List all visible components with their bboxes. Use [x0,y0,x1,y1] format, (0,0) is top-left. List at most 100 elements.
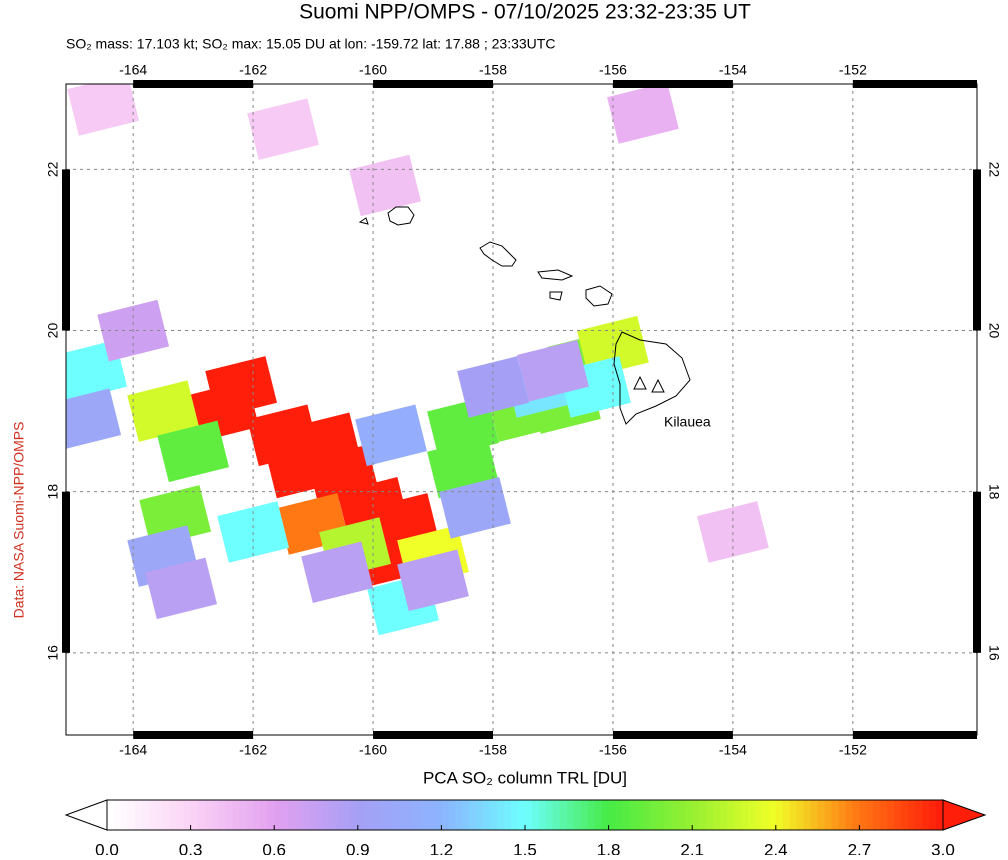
so2-pixel [145,557,218,620]
colorbar-cell [211,800,220,830]
colorbar-cell [441,800,449,830]
colorbar-cell [385,800,394,830]
colorbar-cell [246,800,254,830]
colorbar-cell [406,800,415,830]
so2-pixel [157,420,230,483]
x-tick-label: -152 [839,62,867,78]
colorbar-cell [838,800,847,830]
y-tick-label: 18 [986,484,1002,500]
so2-pixel [205,356,278,418]
colorbar-cell [218,800,227,830]
frame-bar [852,731,977,739]
colorbar-cell [371,800,380,830]
colorbar-cell [852,800,860,830]
colorbar-cell [329,800,338,830]
so2-pixel [607,84,679,144]
colorbar-cell [169,800,178,830]
colorbar-cell [880,800,888,830]
colorbar-cell [761,800,770,830]
colorbar-cell [713,800,721,830]
map-frame [65,83,978,736]
frame-bar [973,169,981,331]
colorbar-cell [643,800,651,830]
colorbar-cell [727,800,735,830]
colorbar-cell [566,800,575,830]
colorbar-cell [504,800,512,830]
colorbar-tick-label: 1.2 [430,840,454,855]
x-tick-label: -154 [719,62,747,78]
volcano-marker [633,375,647,390]
colorbar-cell [322,800,331,830]
colorbar-cell [497,800,505,830]
so2-layer [66,84,769,636]
colorbar-cell [629,800,638,830]
x-tick-label: -154 [719,742,747,758]
colorbar-cell [155,800,164,830]
so2-pixel [349,154,421,217]
colorbar-cell [281,800,289,830]
colorbar-cell [845,800,854,830]
colorbar-extend [64,799,108,831]
colorbar-cell [915,800,923,830]
volcano-marker [651,378,665,393]
colorbar-cell [427,800,436,830]
frame-bar [612,80,733,88]
so2-pixel [301,541,373,604]
so2-pixel [697,501,769,563]
colorbar-cell [810,800,819,830]
colorbar-cell [141,800,150,830]
so2-pixel [127,380,200,442]
x-tick-label: -164 [119,742,147,758]
colorbar-cell [650,800,658,830]
y-tick-label: 18 [45,484,61,500]
colorbar-cell [552,800,561,830]
so2-pixel [247,98,319,160]
y-tick-label: 20 [986,323,1002,339]
colorbar-cell [775,800,784,830]
frame-bar [973,491,981,653]
colorbar-cell [887,800,895,830]
colorbar-cell [894,800,902,830]
colorbar-cell [601,800,610,830]
so2-pixel [517,340,589,402]
grid [66,84,977,735]
colorbar-cell [378,800,387,830]
colorbar-cell [594,800,603,830]
colorbar-cell [225,800,233,830]
colorbar-cell [455,800,463,830]
colorbar-cell [239,800,247,830]
colorbar-cell [559,800,568,830]
colorbar-cell [747,800,756,830]
colorbar-cell [692,800,700,830]
colorbar-cell [336,800,345,830]
x-tick-label: -162 [239,742,267,758]
annotation: Kilauea [664,414,711,430]
colorbar-cell [448,800,456,830]
x-tick-label: -156 [599,62,627,78]
so2-pixel [289,412,361,475]
colorbar-cell [127,800,136,830]
colorbar: 0.0 0.3 0.6 0.9 1.2 1.5 1.8 2.1 2.4 2.7 3.0 [64,799,987,859]
colorbar-tick-label: 3.0 [931,840,955,855]
colorbar-cell [357,800,366,830]
colorbar-cell [476,800,484,830]
colorbar-cell [197,800,206,830]
colorbar-cell [573,800,582,830]
colorbar-cell [190,800,199,830]
so2-pixel [355,404,427,467]
colorbar-cell [176,800,185,830]
colorbar-tick-label: 0.6 [262,840,286,855]
colorbar-cell [434,800,442,830]
colorbar-cell [636,800,645,830]
colorbar-cell [469,800,477,830]
colorbar-cell [873,800,881,830]
colorbar-cell [483,800,491,830]
colorbar-label: PCA SO₂ column TRL [DU] [423,768,627,787]
colorbar-cell [302,800,310,830]
colorbar-tick-label: 0.3 [179,840,203,855]
colorbar-cell [518,800,526,830]
so2-pixel [139,485,212,547]
colorbar-cell [908,800,916,830]
colorbar-tick-label: 0.9 [346,840,370,855]
